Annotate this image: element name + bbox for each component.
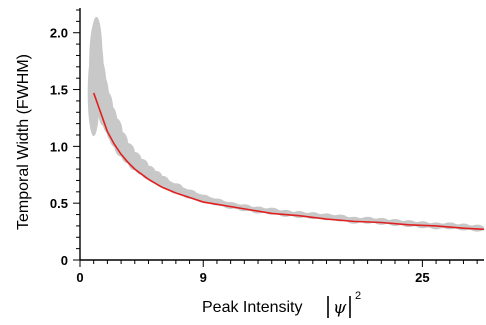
y-tick-label: 0.5 [50,196,68,211]
y-tick-label: 2.0 [50,26,68,41]
x-axis-label-symbol: ψ [333,298,347,318]
x-axis-label-exponent: 2 [355,290,361,302]
fit-line-layer [92,92,485,231]
tick-labels: 0 0.5 1.0 1.5 2.0 0 9 25 [50,26,430,285]
axes [73,8,484,267]
x-tick-label: 9 [200,270,207,285]
scatter-band [93,22,478,231]
y-axis-label: Temporal Width (FWHM) [15,54,32,230]
fit-line [92,92,485,231]
x-tick-label: 0 [76,270,83,285]
x-axis-label-prefix: Peak Intensity [202,299,303,316]
x-tick-label: 25 [415,270,429,285]
y-tick-label: 1.5 [50,83,68,98]
scatter-points [87,16,485,232]
x-axis-label: Peak Intensity ψ 2 [202,290,361,318]
y-tick-label: 0 [61,253,68,268]
y-tick-label: 1.0 [50,139,68,154]
